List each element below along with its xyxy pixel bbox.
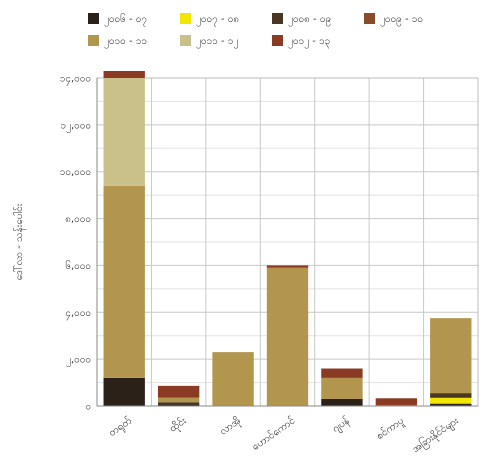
- y-tick-label: ၁၀,၀၀၀: [60, 167, 91, 178]
- y-tick-label: ၂,၀၀၀: [66, 355, 91, 368]
- x-tick-labels: တရုတ် ထိုင်း လာအို ဟောင်ကောင် ဂျပန် စင်ကာပူ အခ…: [106, 413, 462, 457]
- bar-segment: [103, 78, 145, 186]
- legend-label: ၂၀၀၉ - ၁၀: [380, 14, 423, 27]
- bar-segment: [430, 393, 472, 398]
- bar-segment: [430, 403, 472, 406]
- y-tick-labels: ၀ ၂,၀၀၀ ၄,၀၀၀ ၆,၀၀၀ ၈,၀၀၀ ၁၀,၀၀၀ ၁၂,၀၀၀ ၁၄,၀၀၀: [60, 74, 91, 413]
- legend-swatch: [88, 13, 99, 24]
- legend-swatch: [364, 13, 375, 24]
- x-tick-label: တရုတ်: [106, 414, 135, 441]
- x-tick-label: လာအို: [217, 414, 244, 439]
- bar-segment: [103, 377, 145, 406]
- x-tick-label: အခြားနိုင်ငံများ: [409, 413, 462, 457]
- legend: ၂၀၀၆ - ၀၇ ၂၀၀၇ - ၀၈ ၂၀၀၈ - ၀၉ ၂၀၀၉ - ၁၀၂၀၁၀…: [88, 12, 423, 49]
- bar-segment: [430, 397, 472, 404]
- bar-segment: [266, 265, 309, 268]
- gridlines: [96, 77, 479, 407]
- y-tick-label: ၀: [85, 402, 91, 413]
- bar-segment: [212, 352, 254, 406]
- legend-label: ၂၀၀၇ - ၀၈: [196, 14, 239, 27]
- bar-segment: [375, 398, 418, 406]
- bars: [103, 70, 472, 406]
- bar-segment: [321, 398, 363, 406]
- bar-segment: [321, 377, 363, 399]
- legend-label: ၂၀၁၂ - ၁၃: [288, 36, 330, 49]
- bar-segment: [266, 267, 309, 406]
- bar-segment: [157, 402, 200, 405]
- legend-swatch: [272, 13, 283, 24]
- x-tick-label: ထိုင်း: [166, 414, 190, 437]
- legend-swatch: [180, 13, 191, 24]
- y-tick-label: ၆,၀၀၀: [65, 259, 91, 272]
- x-tick-label: ဟောင်ကောင်: [249, 414, 297, 453]
- bar-segment: [157, 397, 200, 403]
- y-tick-label: ၁၄,၀၀၀: [60, 74, 91, 87]
- axes: [96, 78, 478, 407]
- bar-segment: [103, 185, 145, 378]
- bar-segment: [430, 318, 472, 394]
- legend-swatch: [88, 35, 99, 46]
- x-tick-label: စင်ကာပူ: [373, 414, 407, 444]
- bar-segment: [157, 385, 200, 398]
- legend-label: ၂၀၁၁ - ၁၂: [196, 36, 238, 49]
- legend-label: ၂၀၀၈ - ၀၉: [288, 14, 331, 27]
- legend-swatch: [180, 35, 191, 46]
- bar-segment: [103, 70, 145, 78]
- bar-segment: [321, 368, 363, 378]
- y-tick-label: ၄,၀၀၀: [65, 308, 91, 321]
- y-tick-label: ၁၂,၀၀၀: [60, 120, 91, 133]
- legend-label: ၂၀၁၀ - ၁၁: [104, 36, 147, 49]
- legend-label: ၂၀၀၆ - ၀၇: [104, 12, 147, 27]
- y-tick-label: ၈,၀၀၀: [65, 214, 91, 225]
- y-axis-title: ဒေါ်လာ - သန်းပေါင်း: [12, 203, 27, 280]
- x-tick-label: ဂျပန်: [329, 414, 353, 437]
- bar-segment: [157, 404, 200, 406]
- legend-swatch: [272, 35, 283, 46]
